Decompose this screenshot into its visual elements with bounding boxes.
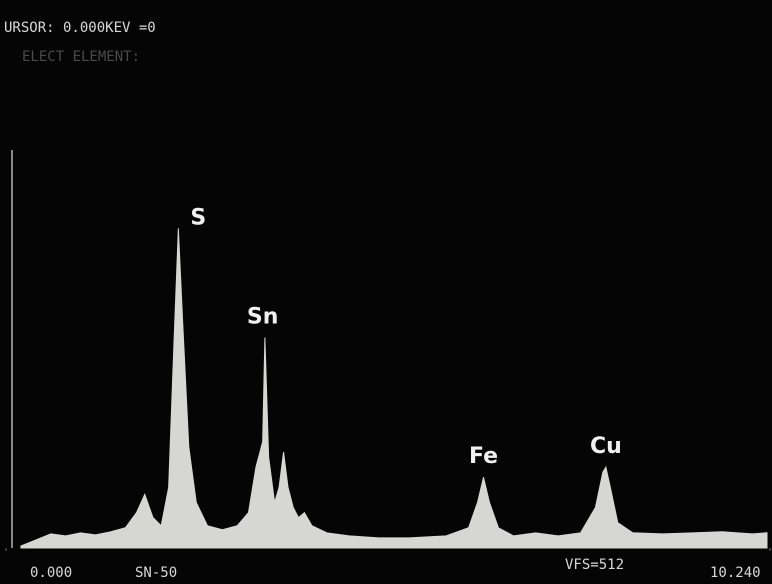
prompt: ELECT ELEMENT: <box>22 49 140 65</box>
peak-label: Fe <box>469 444 498 469</box>
background <box>0 0 772 584</box>
peak-label: Cu <box>590 434 622 459</box>
screen: URSOR: 0.000KEV =0 ELECT ELEMENT: SN-50 … <box>0 0 772 584</box>
peak-label: Sn <box>247 305 279 330</box>
x-tick-label: 10.240 <box>710 565 761 581</box>
full-scale-label: VFS=512 <box>565 557 624 573</box>
peak-label: S <box>190 205 206 230</box>
sample-label: SN-50 <box>135 565 177 581</box>
page: {"chart_data": { "type": "area", "cursor… <box>0 0 772 584</box>
x-tick-label: 0.000 <box>30 565 72 581</box>
cursor-readout: URSOR: 0.000KEV =0 <box>4 20 156 36</box>
